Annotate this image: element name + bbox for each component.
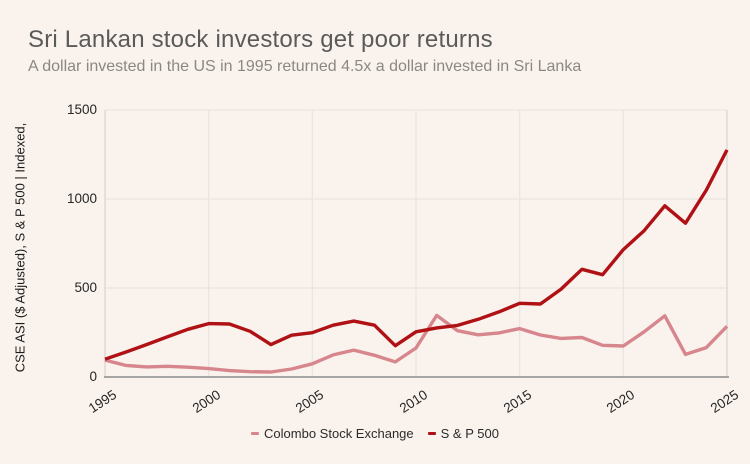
plot-area bbox=[104, 109, 729, 378]
chart-legend: Colombo Stock Exchange S & P 500 bbox=[0, 426, 750, 441]
sp500-line bbox=[104, 149, 729, 361]
chart-subtitle: A dollar invested in the US in 1995 retu… bbox=[28, 58, 582, 75]
y-tick-label-1500: 1500 bbox=[66, 102, 97, 117]
legend-label: Colombo Stock Exchange bbox=[264, 426, 414, 441]
chart-title: Sri Lankan stock investors get poor retu… bbox=[28, 26, 493, 53]
y-axis-label: CSE ASI ($ Adjusted), S & P 500 | Indexe… bbox=[12, 122, 28, 373]
legend-item-sp500: S & P 500 bbox=[427, 426, 499, 441]
legend-dash-icon bbox=[427, 432, 436, 435]
legend-item-colombo-stock-exchange: Colombo Stock Exchange bbox=[251, 426, 414, 441]
y-tick-label-500: 500 bbox=[74, 280, 97, 295]
cse-line bbox=[104, 313, 729, 374]
y-tick-label-1000: 1000 bbox=[66, 191, 97, 206]
legend-label: S & P 500 bbox=[440, 426, 499, 441]
legend-dash-icon bbox=[251, 432, 260, 435]
y-tick-label-0: 0 bbox=[89, 369, 97, 384]
